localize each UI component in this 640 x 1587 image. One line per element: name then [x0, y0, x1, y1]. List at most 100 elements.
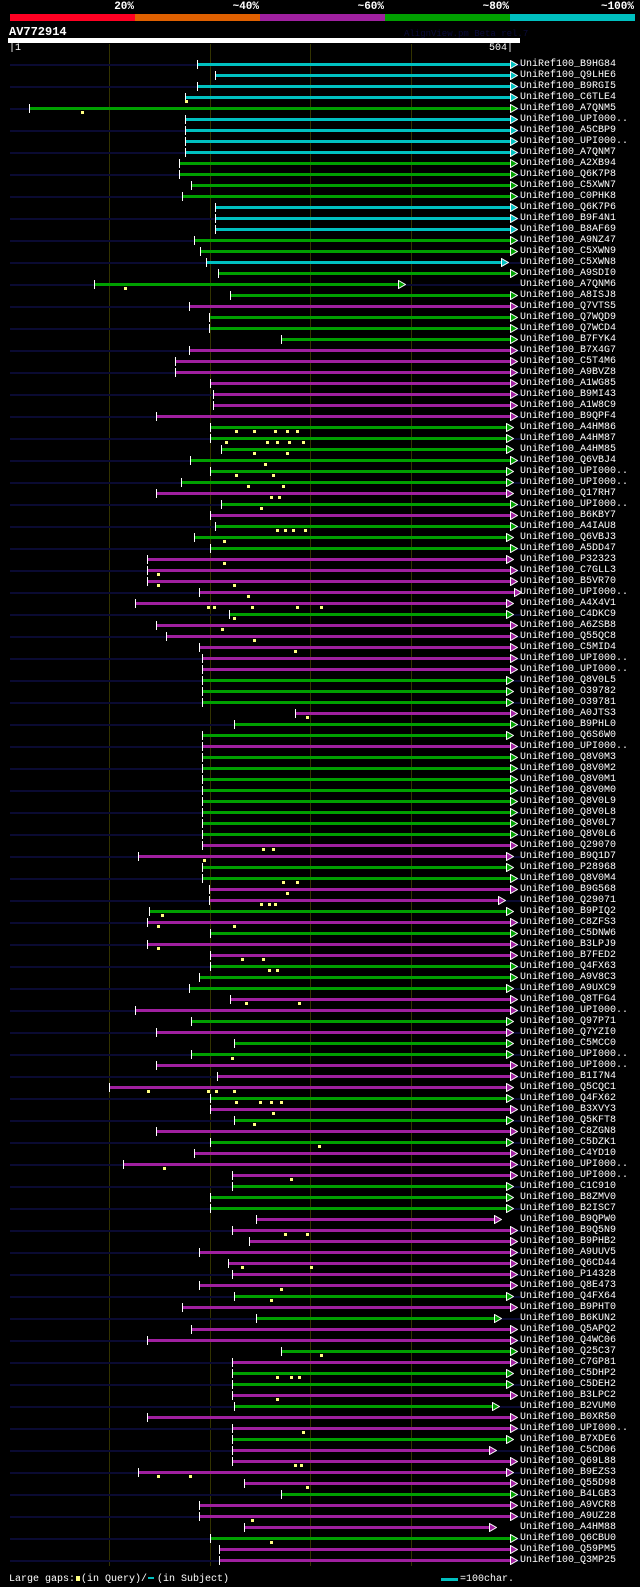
- hit-label[interactable]: UniRef100_B7FED2: [520, 950, 617, 961]
- alignment-bar[interactable]: [199, 591, 514, 594]
- alignment-bar[interactable]: [215, 228, 510, 231]
- hit-label[interactable]: UniRef100_Q7VTS5: [520, 301, 617, 312]
- alignment-bar[interactable]: [197, 85, 510, 88]
- alignment-bar[interactable]: [147, 1339, 510, 1342]
- alignment-bar[interactable]: [175, 371, 510, 374]
- hit-label[interactable]: UniRef100_Q29070: [520, 840, 617, 851]
- hit-label[interactable]: UniRef100_B3XVY3: [520, 1104, 617, 1115]
- hit-row[interactable]: UniRef100_Q8TFG4: [0, 994, 640, 1005]
- hit-row[interactable]: UniRef100_A9V8C3: [0, 972, 640, 983]
- alignment-bar[interactable]: [202, 800, 510, 803]
- hit-row[interactable]: UniRef100_Q55D98: [0, 1478, 640, 1489]
- alignment-bar[interactable]: [232, 1460, 510, 1463]
- hit-row[interactable]: UniRef100_A5DD47: [0, 543, 640, 554]
- hit-row[interactable]: UniRef100_C5XWN7: [0, 180, 640, 191]
- hit-label[interactable]: UniRef100_C5DNW6: [520, 928, 617, 939]
- hit-row[interactable]: UniRef100_A5CBP9: [0, 125, 640, 136]
- hit-row[interactable]: UniRef100_Q8V0L5: [0, 675, 640, 686]
- hit-row[interactable]: UniRef100_A1W8C9: [0, 400, 640, 411]
- alignment-bar[interactable]: [179, 173, 510, 176]
- hit-label[interactable]: UniRef100_A1W8C9: [520, 400, 617, 411]
- hit-row[interactable]: UniRef100_Q8V0M4: [0, 873, 640, 884]
- alignment-bar[interactable]: [210, 1196, 506, 1199]
- hit-row[interactable]: UniRef100_B9PIQ2: [0, 906, 640, 917]
- alignment-bar[interactable]: [202, 756, 510, 759]
- hit-row[interactable]: UniRef100_A9UXC9: [0, 983, 640, 994]
- alignment-bar[interactable]: [199, 976, 510, 979]
- hit-label[interactable]: UniRef100_B9F4N1: [520, 213, 617, 224]
- hit-row[interactable]: UniRef100_UPI000..: [0, 1159, 640, 1170]
- hit-row[interactable]: UniRef100_Q59PM5: [0, 1544, 640, 1555]
- alignment-bar[interactable]: [202, 844, 510, 847]
- hit-row[interactable]: UniRef100_B7FYK4: [0, 334, 640, 345]
- hit-label[interactable]: UniRef100_B3LPJ9: [520, 939, 617, 950]
- hit-row[interactable]: UniRef100_C7GP81: [0, 1357, 640, 1368]
- hit-label[interactable]: UniRef100_O39781: [520, 697, 617, 708]
- alignment-bar[interactable]: [210, 1097, 506, 1100]
- hit-row[interactable]: UniRef100_B9MI43: [0, 389, 640, 400]
- hit-label[interactable]: UniRef100_Q5KFT8: [520, 1115, 617, 1126]
- hit-label[interactable]: UniRef100_Q4FX63: [520, 961, 617, 972]
- hit-row[interactable]: UniRef100_O39781: [0, 697, 640, 708]
- alignment-bar[interactable]: [123, 1163, 510, 1166]
- hit-label[interactable]: UniRef100_B9Q1D7: [520, 851, 617, 862]
- hit-row[interactable]: UniRef100_UPI000..: [0, 587, 640, 598]
- hit-row[interactable]: UniRef100_B4LGB3: [0, 1489, 640, 1500]
- alignment-bar[interactable]: [202, 701, 506, 704]
- alignment-bar[interactable]: [232, 1229, 510, 1232]
- hit-label[interactable]: UniRef100_C7GLL3: [520, 565, 617, 576]
- hit-row[interactable]: UniRef100_B3LPC2: [0, 1390, 640, 1401]
- hit-row[interactable]: UniRef100_B9PHL0: [0, 719, 640, 730]
- hit-label[interactable]: UniRef100_B9HG84: [520, 59, 617, 70]
- hit-label[interactable]: UniRef100_P14328: [520, 1269, 617, 1280]
- hit-row[interactable]: UniRef100_Q4FX63: [0, 961, 640, 972]
- hit-label[interactable]: UniRef100_UPI000..: [520, 466, 629, 477]
- hit-label[interactable]: UniRef100_B2ISC7: [520, 1203, 617, 1214]
- hit-label[interactable]: UniRef100_A9UXC9: [520, 983, 617, 994]
- hit-label[interactable]: UniRef100_C5DEH2: [520, 1379, 617, 1390]
- alignment-bar[interactable]: [234, 1042, 506, 1045]
- hit-row[interactable]: UniRef100_Q7YZI0: [0, 1027, 640, 1038]
- hit-label[interactable]: UniRef100_UPI000..: [520, 664, 629, 675]
- hit-label[interactable]: UniRef100_Q7YZI0: [520, 1027, 617, 1038]
- alignment-bar[interactable]: [202, 690, 506, 693]
- hit-label[interactable]: UniRef100_B9EZS3: [520, 1467, 617, 1478]
- hit-row[interactable]: UniRef100_UPI000..: [0, 477, 640, 488]
- hit-label[interactable]: UniRef100_C5DZK1: [520, 1137, 617, 1148]
- hit-row[interactable]: UniRef100_Q5CQC1: [0, 1082, 640, 1093]
- hit-row[interactable]: UniRef100_B8ZMV0: [0, 1192, 640, 1203]
- hit-row[interactable]: UniRef100_C5MCC0: [0, 1038, 640, 1049]
- hit-row[interactable]: UniRef100_Q6CBU0: [0, 1533, 640, 1544]
- hit-label[interactable]: UniRef100_Q7WQD9: [520, 312, 617, 323]
- hit-row[interactable]: UniRef100_Q29071: [0, 895, 640, 906]
- alignment-bar[interactable]: [232, 1361, 510, 1364]
- alignment-bar[interactable]: [281, 338, 510, 341]
- alignment-bar[interactable]: [210, 954, 510, 957]
- alignment-bar[interactable]: [232, 1438, 506, 1441]
- hit-label[interactable]: UniRef100_A6ZSB8: [520, 620, 617, 631]
- hit-row[interactable]: UniRef100_Q8V0M3: [0, 752, 640, 763]
- hit-label[interactable]: UniRef100_A4IAU8: [520, 521, 617, 532]
- hit-row[interactable]: UniRef100_Q17RH7: [0, 488, 640, 499]
- alignment-bar[interactable]: [189, 349, 510, 352]
- alignment-bar[interactable]: [234, 1295, 506, 1298]
- hit-label[interactable]: UniRef100_Q6CD44: [520, 1258, 617, 1269]
- hit-row[interactable]: UniRef100_UPI000..: [0, 1005, 640, 1016]
- alignment-bar[interactable]: [209, 316, 510, 319]
- hit-label[interactable]: UniRef100_UPI000..: [520, 653, 629, 664]
- hit-label[interactable]: UniRef100_Q59PM5: [520, 1544, 617, 1555]
- hit-label[interactable]: UniRef100_Q6VBJ4: [520, 455, 617, 466]
- hit-label[interactable]: UniRef100_Q6S6W0: [520, 730, 617, 741]
- hit-label[interactable]: UniRef100_C4DKC9: [520, 609, 617, 620]
- alignment-bar[interactable]: [156, 415, 510, 418]
- hit-label[interactable]: UniRef100_Q29071: [520, 895, 617, 906]
- hit-label[interactable]: UniRef100_C5MCC0: [520, 1038, 617, 1049]
- alignment-bar[interactable]: [209, 327, 510, 330]
- alignment-bar[interactable]: [209, 899, 498, 902]
- hit-label[interactable]: UniRef100_UPI000..: [520, 1170, 629, 1181]
- alignment-bar[interactable]: [217, 1075, 510, 1078]
- hit-row[interactable]: UniRef100_B6KUN2: [0, 1313, 640, 1324]
- alignment-bar[interactable]: [147, 943, 510, 946]
- hit-label[interactable]: UniRef100_Q8V0M1: [520, 774, 617, 785]
- alignment-bar[interactable]: [232, 1394, 510, 1397]
